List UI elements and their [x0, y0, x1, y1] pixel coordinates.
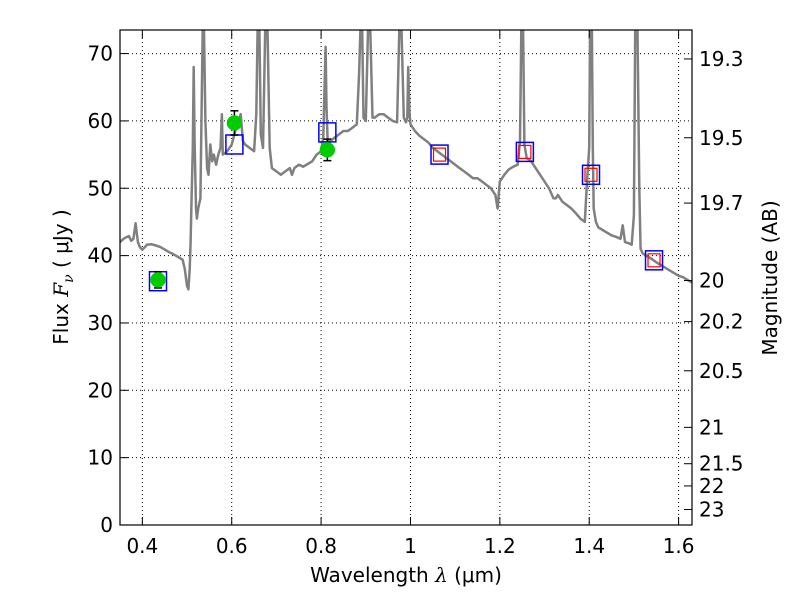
x-tick-label: 1.4 — [573, 534, 605, 558]
y2-tick-label: 19.5 — [699, 126, 744, 150]
y-axis-label-subscript: ν — [61, 274, 77, 283]
y2-tick-label: 21 — [699, 415, 724, 439]
plot-background — [120, 30, 692, 525]
x-tick-label: 0.6 — [216, 534, 248, 558]
y2-tick-label: 23 — [699, 498, 724, 522]
plot-frame — [119, 29, 693, 526]
tick-labels: 0.4 0.6 0.8 1 1.2 1.4 1.6 0 10 20 30 40 50 60 70 19.3 19… — [88, 42, 744, 558]
y2-tick-label: 19.7 — [699, 191, 744, 215]
y-axis-label-symbol: F — [49, 282, 73, 298]
markers-layer — [148, 110, 664, 292]
y-tick-label: 40 — [88, 244, 113, 268]
red-square-marker — [432, 147, 447, 162]
green-circle-marker — [226, 115, 243, 131]
y-tick-label: 0 — [100, 513, 113, 537]
green-circle-marker — [150, 272, 166, 288]
x-tick-label: 0.4 — [126, 534, 158, 558]
y-tick-label: 30 — [88, 311, 113, 335]
blue-square-marker — [581, 164, 601, 186]
model-spectrum-line — [120, 30, 692, 291]
y2-tick-label: 21.5 — [699, 452, 744, 476]
series-layer — [120, 30, 692, 291]
y2-tick-label: 20 — [699, 269, 724, 293]
y-tick-label: 70 — [88, 42, 113, 66]
y-axis-label: Flux Fν ( μJy ) — [49, 209, 77, 344]
red-square-marker — [647, 253, 661, 268]
blue-square-marker — [644, 250, 664, 271]
y2-tick-label: 22 — [699, 474, 724, 498]
x-axis-label-symbol: λ — [434, 563, 448, 587]
green-circle-marker — [319, 142, 336, 158]
x-axis-label-prefix: Wavelength — [310, 563, 435, 587]
y-tick-label: 10 — [88, 446, 113, 470]
y-tick-label: 20 — [88, 378, 113, 402]
x-tick-label: 1.6 — [663, 534, 695, 558]
x-tick-label: 1 — [404, 534, 417, 558]
x-axis-label: Wavelength λ (μm) — [310, 563, 502, 587]
red-square-marker — [584, 167, 598, 182]
y2-tick-label: 19.3 — [699, 47, 744, 71]
y-tick-label: 50 — [88, 176, 113, 200]
x-axis-label-unit: (μm) — [448, 563, 502, 587]
y-tick-label: 60 — [88, 109, 113, 133]
tick-marks — [120, 30, 692, 526]
y2-axis-label: Magnitude (AB) — [758, 200, 782, 355]
y2-tick-label: 20.5 — [699, 359, 744, 383]
y-axis-label-unit: ( μJy ) — [49, 209, 73, 274]
x-tick-label: 1.2 — [484, 534, 516, 558]
blue-square-marker — [515, 141, 535, 163]
y2-tick-label: 20.2 — [699, 310, 744, 334]
blue-square-marker — [430, 144, 449, 165]
red-square-marker — [518, 144, 532, 159]
x-tick-label: 0.8 — [305, 534, 337, 558]
y-axis-label-prefix: Flux — [49, 297, 73, 345]
